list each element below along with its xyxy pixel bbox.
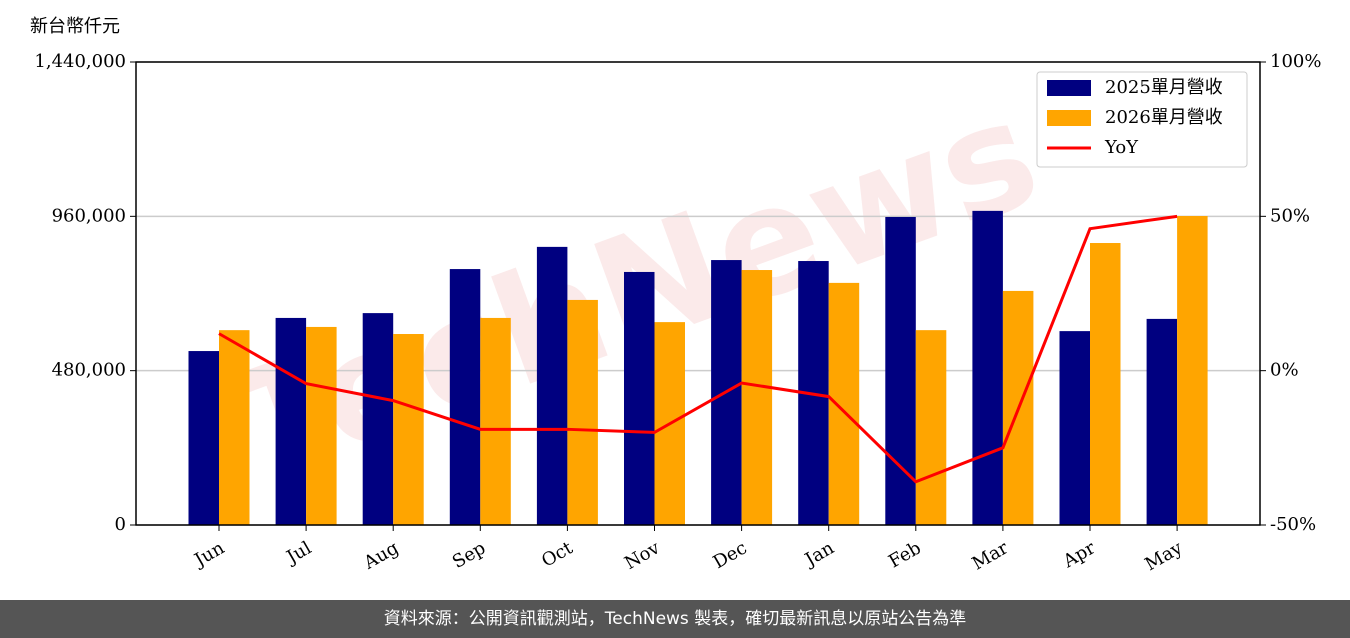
x-tick-label: May [1142, 537, 1187, 575]
bar [219, 330, 250, 525]
x-tick-label: Dec [710, 537, 751, 573]
legend-swatch [1047, 110, 1091, 126]
y2-tick-label: 0% [1270, 360, 1299, 381]
bar [536, 246, 568, 525]
x-tick-label: Mar [969, 537, 1013, 574]
bar [915, 330, 947, 525]
bar [449, 269, 481, 525]
plot-frame [135, 61, 1261, 526]
y-axis-label: 新台幣仟元 [30, 16, 120, 37]
x-tick-label: Feb [885, 537, 925, 572]
x-tick-label: Apr [1059, 537, 1099, 572]
bar [393, 334, 424, 525]
bar [624, 271, 655, 525]
bar [188, 351, 219, 525]
bar [1146, 318, 1178, 525]
bar [1059, 331, 1090, 525]
bar [567, 299, 598, 525]
y2-tick-label: -50% [1270, 514, 1316, 535]
x-tick-label: Sep [449, 537, 489, 572]
legend-swatch [1047, 80, 1091, 96]
y-tick-label: 0 [115, 514, 126, 535]
bar [1090, 243, 1121, 525]
x-tick-label: Jun [189, 537, 228, 572]
bar [480, 317, 511, 525]
x-tick-label: Jan [800, 537, 838, 571]
y-tick-label: 1,440,000 [34, 51, 126, 72]
footer: 資料來源：公開資訊觀測站，TechNews 製表，確切最新訊息以原站公告為準 [0, 600, 1350, 638]
x-tick-label: Jul [282, 537, 316, 569]
bar [972, 210, 1003, 525]
x-tick-label: Oct [538, 537, 577, 572]
bar [828, 282, 860, 525]
chart: 新台幣仟元 TechNews 0480,000960,0001,440,000-… [30, 16, 1321, 575]
y-tick-label: 480,000 [52, 360, 126, 381]
x-tick-label: Aug [360, 537, 403, 574]
bar [741, 270, 773, 525]
y2-tick-label: 50% [1270, 205, 1310, 226]
bar [1177, 216, 1208, 525]
bar [275, 317, 307, 525]
y-tick-label: 960,000 [52, 205, 126, 226]
legend-label: YoY [1104, 137, 1139, 158]
x-tick-label: Nov [621, 537, 664, 574]
bar [362, 313, 394, 525]
bar [885, 216, 916, 526]
legend-label: 2026單月營收 [1105, 107, 1223, 128]
line [218, 214, 1178, 484]
bar [306, 326, 337, 525]
legend: 2025單月營收 2026單月營收 YoY [1036, 71, 1248, 168]
legend-label: 2025單月營收 [1105, 77, 1223, 98]
y2-tick-label: 100% [1270, 51, 1321, 72]
